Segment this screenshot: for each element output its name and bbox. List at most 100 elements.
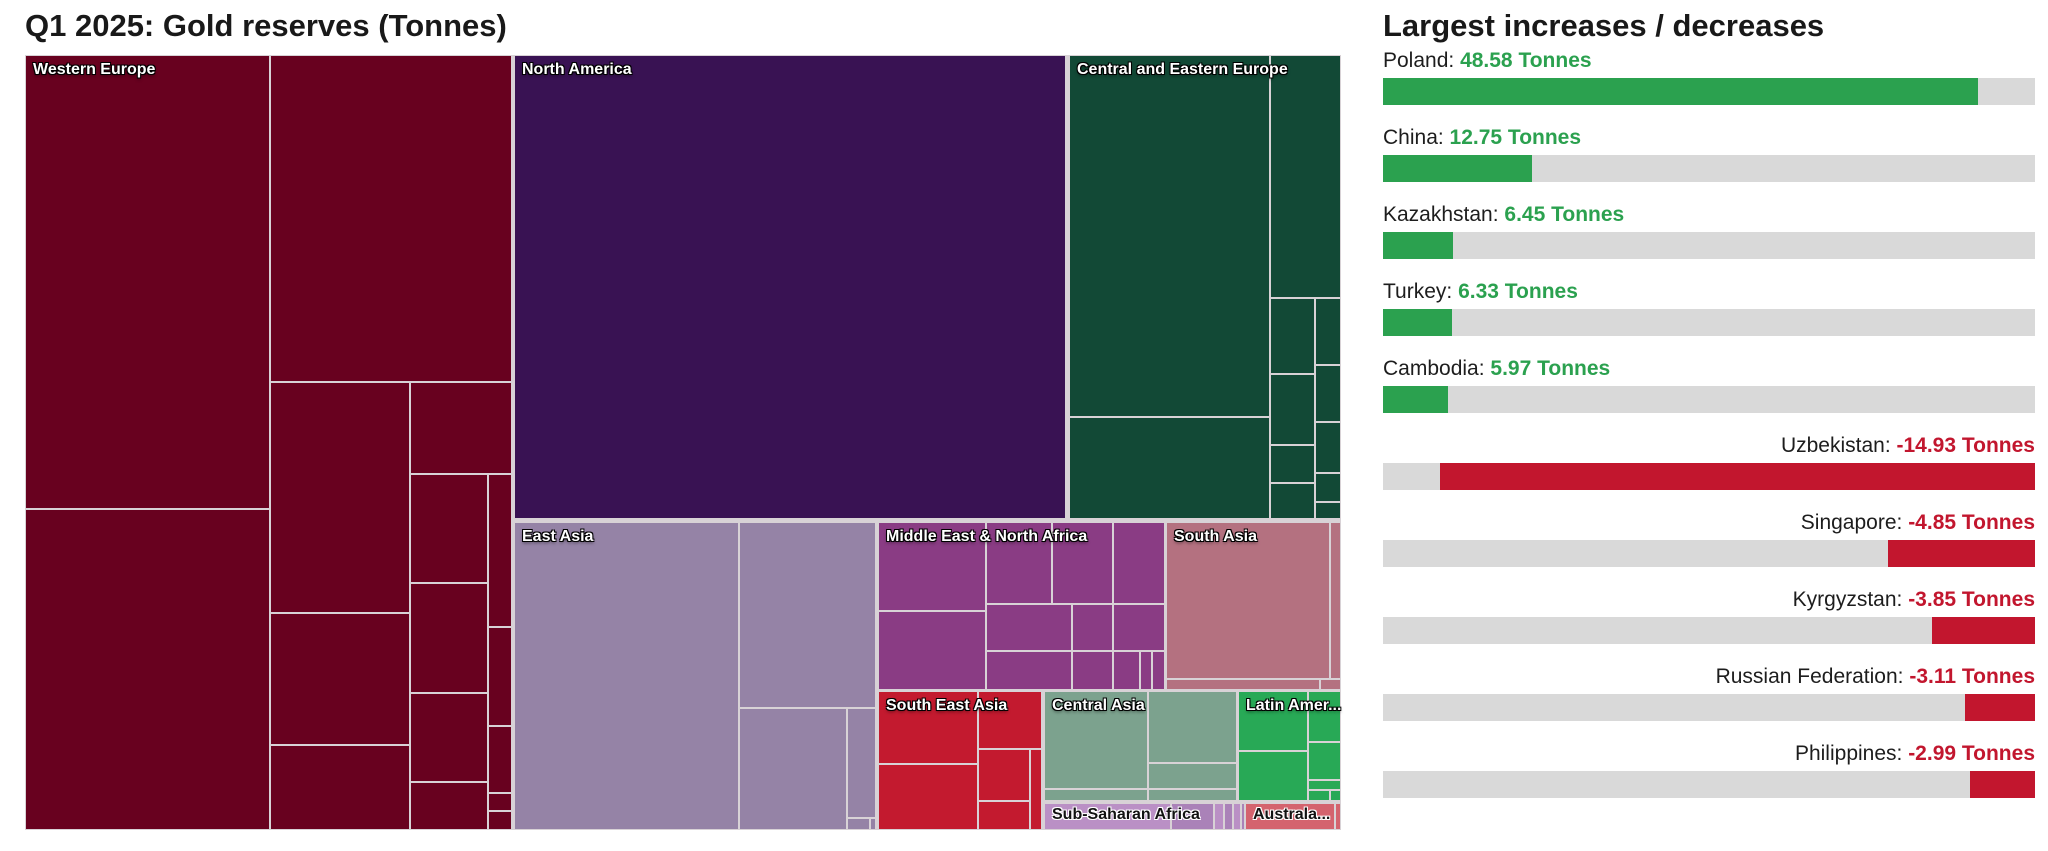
treemap-tile[interactable]: [1315, 298, 1341, 365]
treemap-tile[interactable]: [1308, 691, 1341, 742]
treemap-tile[interactable]: [410, 782, 488, 830]
treemap-tile[interactable]: [739, 708, 847, 830]
treemap-tile[interactable]: [1166, 679, 1320, 690]
treemap-tile[interactable]: [1140, 651, 1152, 690]
treemap-tile[interactable]: [1113, 651, 1140, 690]
treemap-tile[interactable]: [410, 693, 488, 782]
treemap-tile[interactable]: [1330, 522, 1341, 679]
treemap-tile[interactable]: [1113, 604, 1165, 651]
change-value: 12.75 Tonnes: [1449, 126, 1582, 149]
change-row-label: Singapore: -4.85 Tonnes: [1383, 509, 2035, 536]
treemap-tile[interactable]: [1270, 55, 1341, 298]
treemap-tile[interactable]: [978, 691, 1042, 749]
treemap-tile[interactable]: [1308, 742, 1341, 780]
change-value: 5.97 Tonnes: [1490, 357, 1611, 380]
treemap-region-label: South Asia: [1174, 528, 1257, 545]
treemap-region-label: North America: [522, 61, 632, 78]
treemap-tile[interactable]: [1224, 803, 1233, 830]
treemap-tile[interactable]: [270, 55, 512, 382]
treemap-tile[interactable]: [1214, 803, 1224, 830]
change-value: -4.85 Tonnes: [1908, 511, 2035, 534]
change-bar-track: [1383, 232, 2035, 259]
treemap-tile[interactable]: [1315, 473, 1341, 502]
treemap-tile[interactable]: [1072, 651, 1113, 690]
treemap-region-north-america[interactable]: North America: [514, 55, 1066, 519]
treemap-tile[interactable]: [1044, 789, 1148, 801]
treemap-tile[interactable]: [1148, 763, 1237, 789]
treemap-region-label: Middle East & North Africa: [886, 528, 1088, 545]
treemap-region-label: Central and Eastern Europe: [1077, 61, 1288, 78]
treemap-tile[interactable]: [1233, 803, 1241, 830]
treemap-region-latin-amer[interactable]: Latin Amer...: [1238, 691, 1341, 751]
treemap-tile[interactable]: [1270, 445, 1315, 483]
treemap-tile[interactable]: [878, 764, 978, 830]
treemap-tile[interactable]: [270, 613, 410, 745]
change-row-singapore: Singapore: -4.85 Tonnes: [1383, 509, 2035, 567]
treemap-tile[interactable]: [1113, 522, 1165, 604]
treemap-tile[interactable]: [410, 474, 488, 583]
treemap-region-label: Latin Amer...: [1246, 697, 1342, 714]
treemap-region-label: Central Asia: [1052, 697, 1145, 714]
treemap-region-label: Australa...: [1253, 806, 1331, 823]
treemap-region-central-asia[interactable]: Central Asia: [1044, 691, 1148, 789]
change-value: -3.85 Tonnes: [1908, 588, 2035, 611]
treemap-tile[interactable]: [1308, 780, 1341, 790]
treemap-tile[interactable]: [1069, 417, 1270, 519]
treemap-tile[interactable]: [1270, 483, 1315, 519]
treemap-region-central-and-eastern-europe[interactable]: Central and Eastern Europe: [1069, 55, 1288, 417]
treemap-tile[interactable]: [1152, 651, 1165, 690]
change-row-label: Poland: 48.58 Tonnes: [1383, 47, 2035, 74]
change-row-philippines: Philippines: -2.99 Tonnes: [1383, 740, 2035, 798]
treemap-tile[interactable]: [986, 522, 1052, 604]
treemap-tile[interactable]: [1335, 803, 1341, 830]
change-row-turkey: Turkey: 6.33 Tonnes: [1383, 278, 2035, 336]
treemap-tile[interactable]: [1315, 422, 1341, 473]
treemap-tile[interactable]: [1148, 789, 1237, 801]
treemap-tile[interactable]: [986, 604, 1072, 651]
treemap-region-australa[interactable]: Australa...: [1245, 803, 1335, 830]
treemap-tile[interactable]: [270, 382, 410, 613]
treemap-tile[interactable]: [1171, 803, 1214, 830]
treemap-tile[interactable]: [1315, 365, 1341, 422]
treemap-tile[interactable]: [1320, 679, 1341, 690]
treemap-tile[interactable]: [978, 801, 1030, 830]
treemap-tile[interactable]: [1241, 803, 1245, 830]
treemap-region-east-asia[interactable]: East Asia: [514, 522, 739, 830]
treemap-tile[interactable]: [847, 818, 870, 830]
treemap-tile[interactable]: [1148, 691, 1237, 763]
treemap-region-south-asia[interactable]: South Asia: [1166, 522, 1330, 679]
change-row-label: Kyrgyzstan: -3.85 Tonnes: [1383, 586, 2035, 613]
treemap-tile[interactable]: [1315, 502, 1341, 519]
treemap-tile[interactable]: [410, 382, 512, 474]
treemap-tile[interactable]: [1072, 604, 1113, 651]
treemap-tile[interactable]: [739, 522, 876, 708]
treemap-region-middle-east-north-africa[interactable]: Middle East & North Africa: [878, 522, 1087, 611]
treemap-tile[interactable]: [1270, 298, 1315, 374]
change-row-poland: Poland: 48.58 Tonnes: [1383, 47, 2035, 105]
treemap-tile[interactable]: [1030, 749, 1042, 830]
change-bar-fill: [1965, 694, 2035, 721]
treemap-tile[interactable]: [488, 793, 512, 811]
treemap-tile[interactable]: [488, 627, 512, 726]
treemap-tile[interactable]: [1238, 751, 1308, 801]
treemap-tile[interactable]: [270, 745, 410, 830]
treemap-tile[interactable]: [1330, 790, 1341, 801]
treemap-region-south-east-asia[interactable]: South East Asia: [878, 691, 1007, 764]
treemap-tile[interactable]: [25, 509, 270, 830]
treemap-tile[interactable]: [1308, 790, 1330, 801]
treemap-tile[interactable]: [1052, 522, 1113, 604]
treemap-tile[interactable]: [978, 749, 1030, 801]
treemap-tile[interactable]: [878, 611, 986, 690]
treemap-tile[interactable]: [1270, 374, 1315, 445]
change-value: -14.93 Tonnes: [1896, 434, 2036, 457]
treemap-tile[interactable]: [847, 708, 876, 818]
treemap-tile[interactable]: [488, 726, 512, 793]
treemap-region-sub-saharan-africa[interactable]: Sub-Saharan Africa: [1044, 803, 1200, 830]
treemap-region-western-europe[interactable]: Western Europe: [25, 55, 270, 509]
treemap-tile[interactable]: [870, 818, 876, 830]
treemap-tile[interactable]: [986, 651, 1072, 690]
treemap-region-label: South East Asia: [886, 697, 1008, 714]
treemap-tile[interactable]: [410, 583, 488, 693]
treemap-tile[interactable]: [488, 474, 512, 627]
treemap-tile[interactable]: [488, 811, 512, 830]
